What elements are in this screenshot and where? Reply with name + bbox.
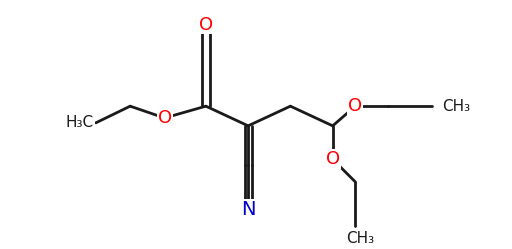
Text: O: O xyxy=(199,16,213,34)
Text: N: N xyxy=(241,200,255,219)
Text: O: O xyxy=(326,150,340,168)
Text: CH₃: CH₃ xyxy=(346,231,374,246)
Text: H₃C: H₃C xyxy=(66,115,94,130)
Text: CH₃: CH₃ xyxy=(442,99,470,114)
Text: O: O xyxy=(158,109,172,127)
Text: O: O xyxy=(348,97,362,115)
